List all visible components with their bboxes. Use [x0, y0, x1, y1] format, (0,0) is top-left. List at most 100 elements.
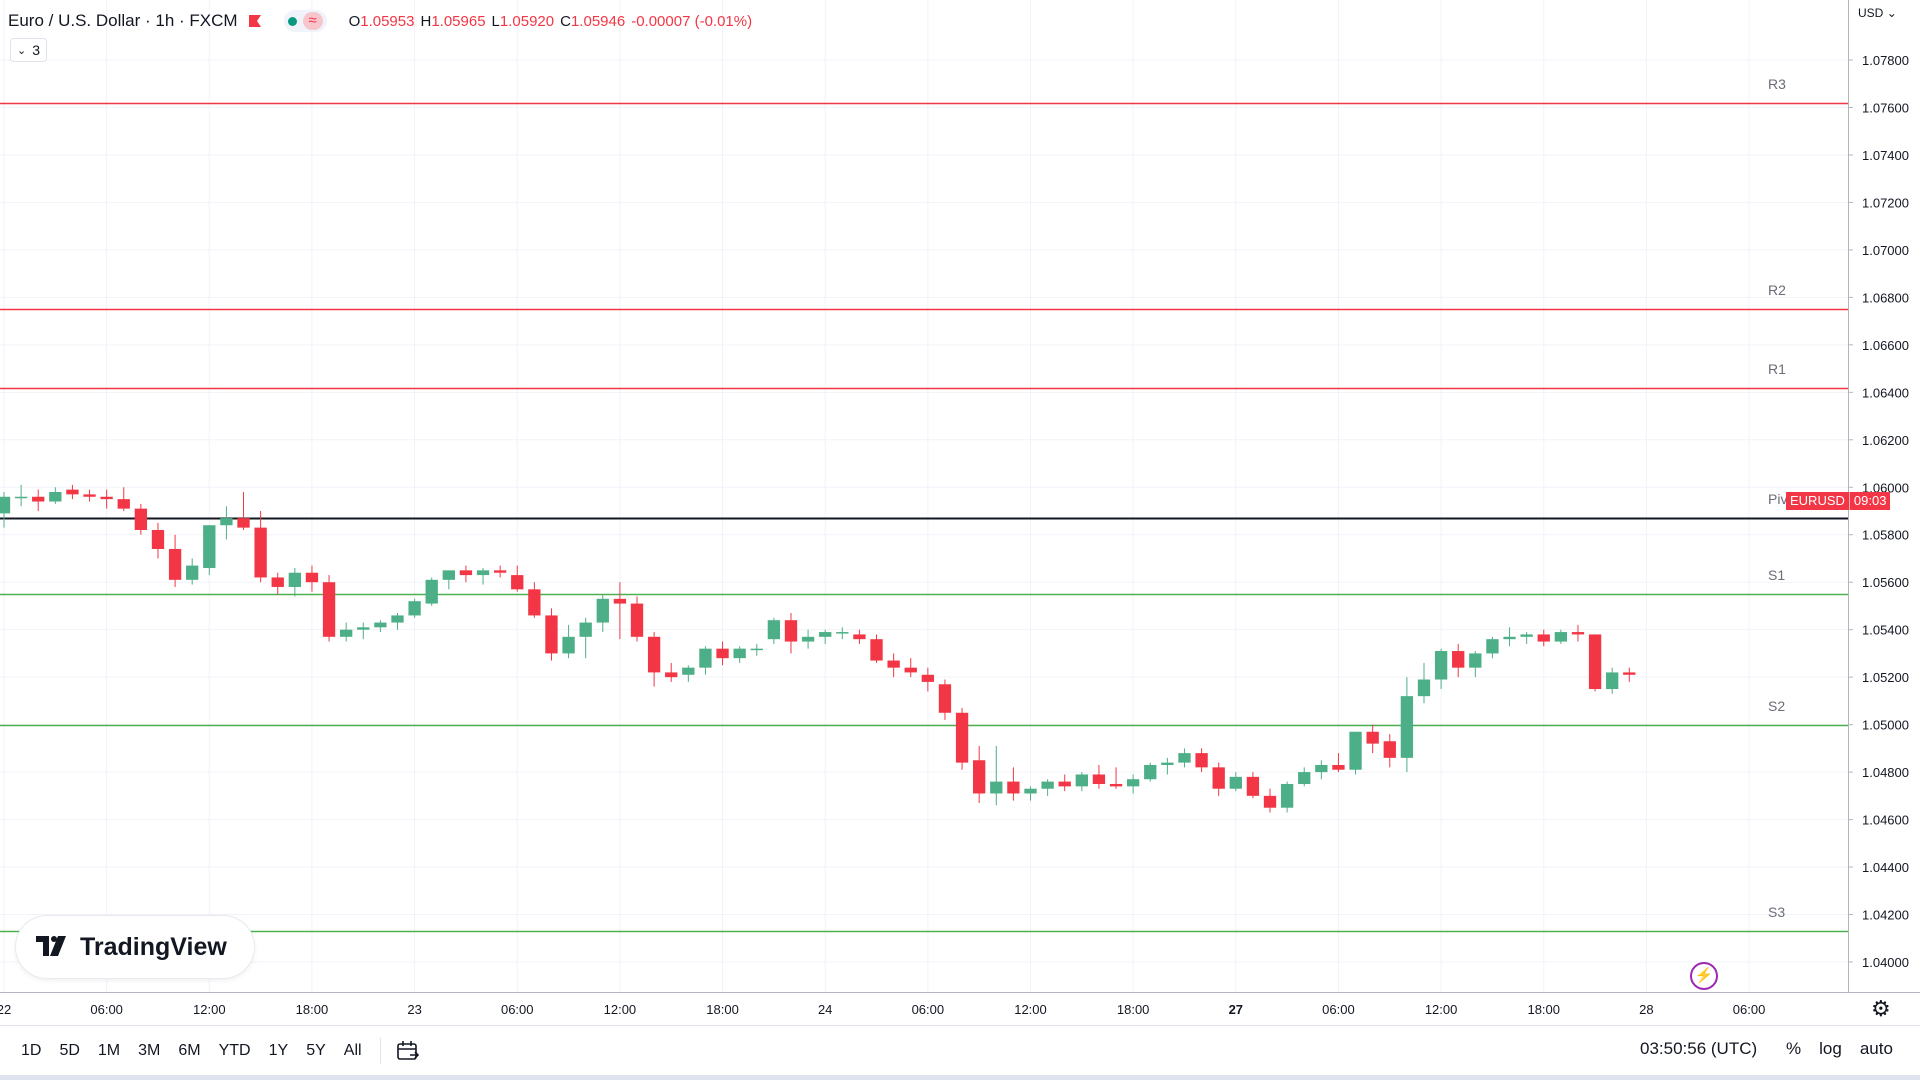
candle-up	[374, 620, 387, 633]
candle-down	[1537, 629, 1550, 647]
range-3m-button[interactable]: 3M	[138, 1042, 161, 1059]
candle-body	[1280, 783, 1294, 808]
candle-down	[1366, 724, 1379, 754]
candle-up	[0, 492, 11, 528]
time-tick-label: 28	[1639, 1002, 1653, 1017]
candle-down	[32, 489, 45, 511]
candle-up	[767, 617, 781, 644]
candle-body	[1366, 731, 1379, 744]
price-tick-label: 1.07600	[1862, 100, 1909, 115]
candle-down	[134, 503, 148, 535]
chevron-down-icon: ⌄	[1886, 6, 1897, 20]
range-1d-button[interactable]: 1D	[21, 1042, 42, 1059]
candle-up	[1126, 774, 1140, 794]
candle-down	[151, 522, 165, 559]
price-tick-label: 1.07800	[1862, 53, 1909, 68]
range-1y-button[interactable]: 1Y	[268, 1042, 289, 1059]
candle-down	[66, 484, 79, 500]
candle-down	[271, 572, 284, 595]
candle-up	[1606, 667, 1619, 694]
percent-scale-toggle[interactable]: %	[1786, 1039, 1802, 1058]
candle-body	[1109, 783, 1123, 787]
symbol-title[interactable]: Euro / U.S. Dollar · 1h · FXCM	[8, 11, 238, 30]
candle-down	[83, 489, 96, 502]
price-tick-label: 1.05600	[1862, 575, 1909, 590]
gear-icon[interactable]: ⚙	[1871, 996, 1891, 1021]
candle-body	[1349, 731, 1362, 770]
flag-icon[interactable]	[248, 14, 262, 28]
candle-body	[408, 601, 421, 616]
time-tick-label: 12:00	[193, 1002, 226, 1017]
time-axis[interactable]: 22 06:00 12:00 18:00 23 06:00 12:00 18:00 24 06:0…	[0, 1002, 1765, 1017]
candle-body	[340, 629, 353, 637]
range-5d-button[interactable]: 5D	[59, 1042, 80, 1059]
candle-body	[459, 570, 473, 576]
ohlc-close: C1.05946	[560, 12, 626, 30]
currency-selector[interactable]: USD ⌄	[1858, 6, 1897, 20]
candle-down	[305, 565, 319, 592]
tradingview-logo[interactable]: TradingView	[16, 916, 254, 978]
market-status[interactable]: ≈	[283, 10, 327, 32]
price-tick-label: 1.05000	[1862, 718, 1909, 733]
candle-body	[374, 622, 387, 628]
lightning-bolt-icon[interactable]: ⚡	[1690, 962, 1718, 990]
utc-clock[interactable]: 03:50:56 (UTC)	[1640, 1039, 1758, 1058]
candle-up	[1469, 651, 1482, 678]
candle-down	[1623, 667, 1636, 682]
candle-body	[49, 492, 62, 502]
candle-down	[1263, 788, 1277, 813]
candle-down	[630, 596, 644, 642]
range-5y-button[interactable]: 5Y	[306, 1042, 326, 1059]
candle-body	[134, 508, 148, 530]
go-to-date-calendar-icon[interactable]	[396, 1040, 420, 1062]
candle-body	[836, 632, 849, 634]
candle-down	[647, 632, 661, 687]
candle-body	[733, 648, 746, 659]
candle-up	[220, 506, 233, 540]
range-1m-button[interactable]: 1M	[97, 1042, 121, 1059]
range-all-button[interactable]: All	[343, 1042, 362, 1059]
candle-body	[1041, 781, 1054, 789]
candle-up	[1280, 781, 1294, 813]
candle-up	[1075, 772, 1088, 792]
candle-up	[391, 613, 404, 630]
price-tick-label: 1.07200	[1862, 195, 1909, 210]
auto-scale-toggle[interactable]: auto	[1859, 1039, 1893, 1058]
range-ytd-button[interactable]: YTD	[218, 1042, 251, 1059]
candle-down	[716, 641, 729, 666]
candle-body	[83, 494, 96, 497]
candle-up	[49, 487, 62, 504]
candle-body	[1554, 632, 1568, 642]
candle-up	[476, 567, 490, 585]
candle-down	[1588, 634, 1602, 692]
time-tick-label: 12:00	[1014, 1002, 1047, 1017]
candle-body	[665, 672, 678, 678]
candle-body	[750, 648, 763, 651]
candle-body	[100, 496, 113, 500]
candle-up	[836, 627, 849, 640]
time-tick-label: 27	[1229, 1002, 1243, 1017]
candle-body	[391, 615, 404, 623]
time-tick-label: 22	[0, 1002, 11, 1017]
candle-body	[1434, 651, 1448, 680]
candle-body	[66, 489, 79, 495]
candle-body	[887, 660, 900, 668]
candlestick-series	[0, 484, 1636, 813]
price-axis[interactable]: 1.07800 1.07600 1.07400 1.07200 1.07000 1.068…	[1848, 53, 1909, 970]
pivot-label-r3: R3	[1768, 75, 1786, 92]
candle-up	[1229, 772, 1242, 792]
candle-body	[254, 527, 267, 578]
range-6m-button[interactable]: 6M	[178, 1042, 201, 1059]
indicators-collapse-button[interactable]: ⌄ 3	[10, 38, 48, 62]
candle-down	[938, 679, 952, 720]
candle-body	[442, 570, 455, 580]
pivot-label-r1: R1	[1768, 360, 1786, 377]
candle-down	[322, 575, 336, 642]
log-scale-toggle[interactable]: log	[1819, 1039, 1842, 1058]
candle-up	[1315, 760, 1328, 780]
price-chart[interactable]: 1.07800 1.07600 1.07400 1.07200 1.07000 1.068…	[0, 0, 1920, 1025]
candle-down	[1452, 643, 1465, 678]
candle-body	[493, 570, 507, 573]
candle-body	[1520, 634, 1533, 637]
candle-up	[1041, 779, 1054, 796]
